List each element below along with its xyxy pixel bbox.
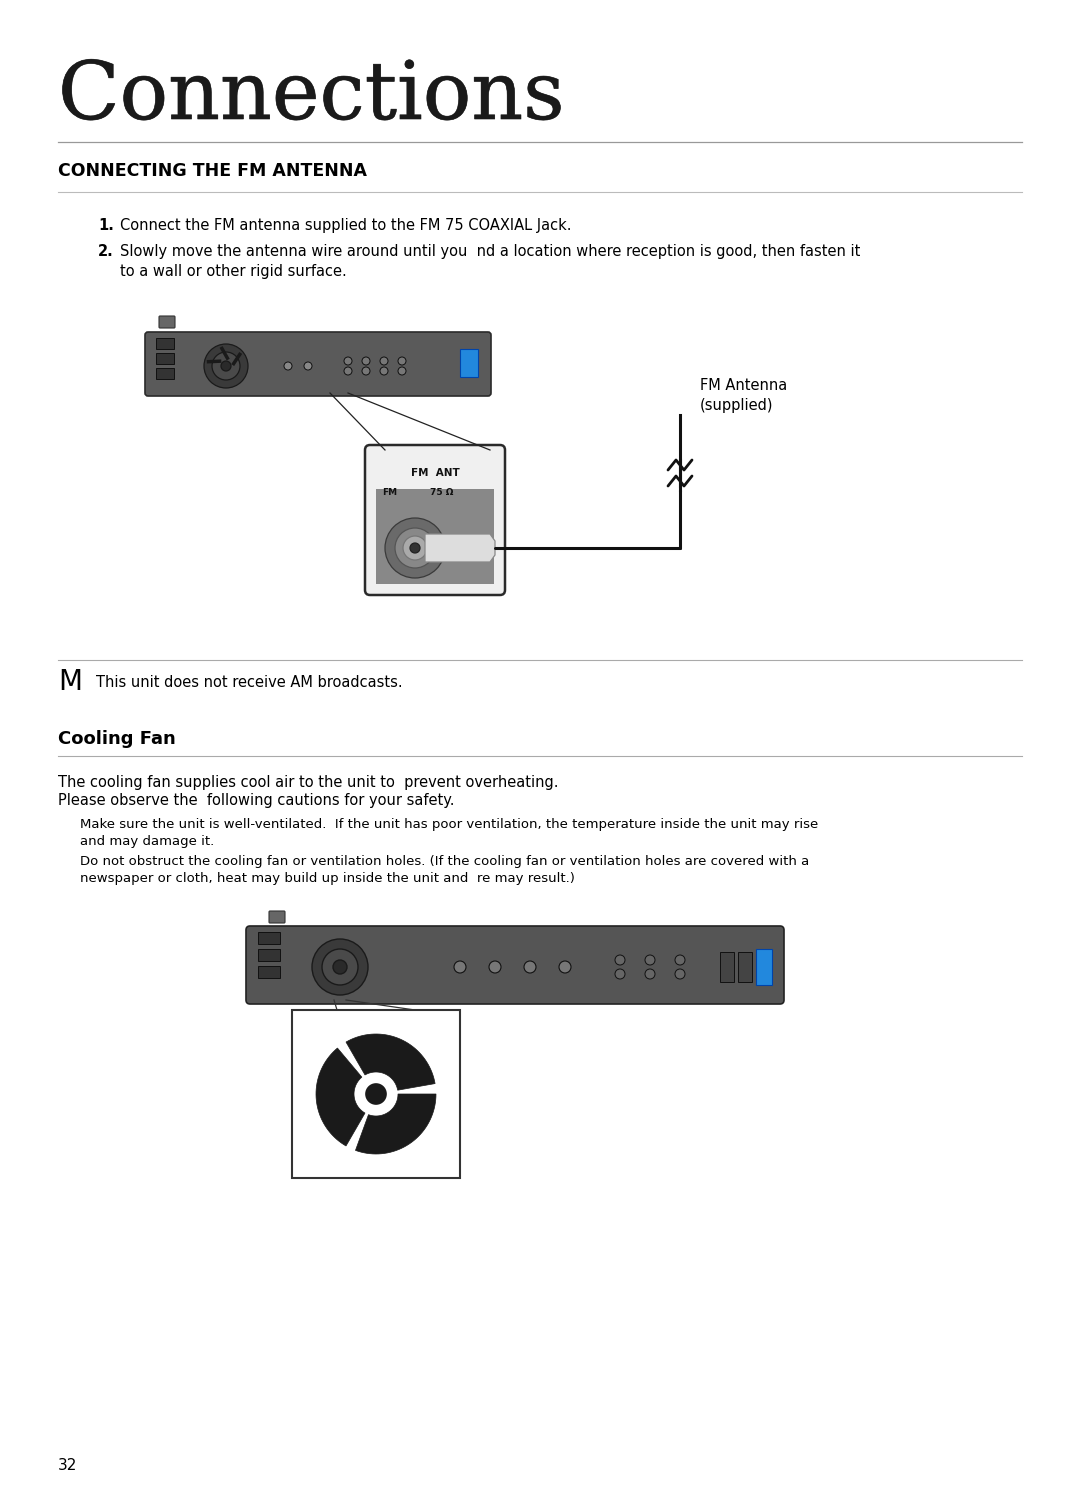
Text: Connect the FM antenna supplied to the FM 75 COAXIAL Jack.: Connect the FM antenna supplied to the F…	[120, 218, 571, 233]
Text: 2.: 2.	[98, 244, 113, 258]
FancyBboxPatch shape	[156, 368, 174, 379]
Text: 32: 32	[58, 1458, 78, 1473]
Text: FM Antenna: FM Antenna	[700, 379, 787, 394]
Circle shape	[399, 356, 406, 365]
Bar	[720, 952, 734, 982]
Circle shape	[221, 361, 231, 371]
Circle shape	[312, 939, 368, 995]
FancyBboxPatch shape	[269, 910, 285, 924]
Text: (supplied): (supplied)	[700, 398, 773, 413]
Circle shape	[559, 961, 571, 973]
Circle shape	[645, 955, 654, 965]
FancyBboxPatch shape	[292, 1010, 460, 1178]
Text: Connections: Connections	[58, 58, 564, 137]
Circle shape	[345, 356, 352, 365]
Circle shape	[395, 529, 435, 567]
Text: This unit does not receive AM broadcasts.: This unit does not receive AM broadcasts…	[96, 676, 403, 691]
Circle shape	[303, 362, 312, 370]
FancyBboxPatch shape	[159, 316, 175, 328]
Circle shape	[410, 544, 420, 552]
Text: FM: FM	[382, 489, 397, 497]
FancyBboxPatch shape	[258, 949, 280, 961]
Text: M: M	[58, 668, 82, 696]
Text: to a wall or other rigid surface.: to a wall or other rigid surface.	[120, 264, 347, 279]
Bar	[756, 952, 770, 982]
Circle shape	[675, 970, 685, 979]
Text: CONNECTING THE FM ANTENNA: CONNECTING THE FM ANTENNA	[58, 162, 367, 180]
Circle shape	[322, 949, 357, 985]
Circle shape	[454, 961, 465, 973]
Circle shape	[615, 970, 625, 979]
Text: Do not obstruct the cooling fan or ventilation holes. (If the cooling fan or ven: Do not obstruct the cooling fan or venti…	[80, 855, 809, 869]
Circle shape	[380, 356, 388, 365]
Circle shape	[333, 959, 347, 974]
Polygon shape	[316, 1048, 365, 1146]
Circle shape	[204, 345, 248, 388]
Polygon shape	[426, 535, 495, 561]
FancyBboxPatch shape	[156, 353, 174, 364]
Circle shape	[489, 961, 501, 973]
FancyBboxPatch shape	[156, 339, 174, 349]
Circle shape	[362, 356, 370, 365]
Text: 75 Ω: 75 Ω	[430, 489, 454, 497]
FancyBboxPatch shape	[258, 933, 280, 944]
Text: FM  ANT: FM ANT	[410, 468, 459, 478]
Circle shape	[345, 367, 352, 376]
Bar	[738, 952, 752, 982]
Circle shape	[403, 536, 427, 560]
Circle shape	[284, 362, 292, 370]
FancyBboxPatch shape	[246, 927, 784, 1004]
Polygon shape	[346, 1034, 435, 1090]
Circle shape	[380, 367, 388, 376]
Text: Cooling Fan: Cooling Fan	[58, 731, 176, 748]
Bar	[756, 949, 772, 985]
Text: and may damage it.: and may damage it.	[80, 835, 214, 848]
Circle shape	[362, 367, 370, 376]
FancyBboxPatch shape	[258, 967, 280, 979]
Circle shape	[212, 352, 240, 380]
Text: The cooling fan supplies cool air to the unit to  prevent overheating.: The cooling fan supplies cool air to the…	[58, 775, 558, 790]
Circle shape	[524, 961, 536, 973]
Circle shape	[615, 955, 625, 965]
Circle shape	[366, 1084, 386, 1103]
Circle shape	[384, 518, 445, 578]
FancyBboxPatch shape	[376, 489, 494, 584]
Text: newspaper or cloth, heat may build up inside the unit and  re may result.): newspaper or cloth, heat may build up in…	[80, 872, 575, 885]
Text: Slowly move the antenna wire around until you  nd a location where reception is : Slowly move the antenna wire around unti…	[120, 244, 861, 258]
Text: 1.: 1.	[98, 218, 113, 233]
FancyBboxPatch shape	[145, 333, 491, 396]
Circle shape	[399, 367, 406, 376]
Polygon shape	[355, 1094, 436, 1154]
Text: Please observe the  following cautions for your safety.: Please observe the following cautions fo…	[58, 793, 455, 808]
Circle shape	[675, 955, 685, 965]
Bar	[460, 349, 478, 377]
FancyBboxPatch shape	[365, 446, 505, 595]
Text: Make sure the unit is well-ventilated.  If the unit has poor ventilation, the te: Make sure the unit is well-ventilated. I…	[80, 818, 819, 832]
Circle shape	[645, 970, 654, 979]
